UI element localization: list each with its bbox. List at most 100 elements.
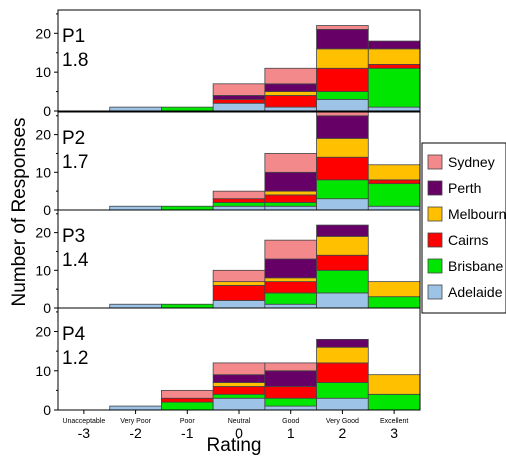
bar-p1-2-adelaide <box>316 98 369 112</box>
y-tick-label: 0 <box>43 202 51 218</box>
y-tick-label: 20 <box>35 25 51 41</box>
bar-p4-0-melbourne <box>212 382 266 387</box>
y-tick-label: 20 <box>35 127 51 143</box>
bar-p4-2-perth <box>316 338 369 348</box>
legend-swatch-perth <box>427 180 443 196</box>
x-category-value: -3 <box>78 425 91 441</box>
panel-value: 1.2 <box>62 348 88 369</box>
bar-p4--1-sydney <box>161 389 214 399</box>
panel-p3: 0 10 20 P3 1.4 <box>35 209 421 316</box>
x-axis-title: Rating <box>207 435 262 456</box>
bar-p4-0-perth <box>212 374 266 383</box>
panel-label: P1 <box>62 26 85 47</box>
panel-value: 1.8 <box>62 50 88 71</box>
legend-swatch-brisbane <box>427 258 443 274</box>
bar-p1-1-perth <box>264 83 317 92</box>
bar-p3-3-melbourne <box>367 281 421 298</box>
x-category-word: Excellent <box>380 418 408 425</box>
bar-p4-1-perth <box>264 370 317 387</box>
bar-p1-2-brisbane <box>316 91 369 100</box>
bar-p2-1-perth <box>264 171 317 192</box>
bar-p2-1-cairns <box>264 194 317 203</box>
x-category-value: 0 <box>235 425 243 441</box>
bar-p1-3-cairns <box>367 63 421 69</box>
panel-value: 1.7 <box>62 152 88 173</box>
bar-p2--1-brisbane <box>161 205 214 211</box>
x-category-value: 2 <box>339 425 347 441</box>
bar-p2-2-sydney <box>316 111 369 117</box>
bar-p4-1-cairns <box>264 386 317 399</box>
bar-p1-2-melbourne <box>316 48 369 69</box>
bar-p2-2-perth <box>316 115 369 139</box>
bar-p3-0-adelaide <box>212 300 266 309</box>
bar-p1-0-sydney <box>212 83 266 96</box>
bar-p1-3-melbourne <box>367 48 421 65</box>
y-tick-label: 10 <box>35 363 51 379</box>
bar-p3--1-brisbane <box>161 303 214 309</box>
bar-p4-3-brisbane <box>367 393 421 411</box>
bar-p2-3-cairns <box>367 179 421 185</box>
bar-p2-1-melbourne <box>264 190 317 196</box>
y-tick-label: 10 <box>35 64 51 80</box>
y-tick-label: 0 <box>43 402 51 418</box>
bar-p2-3-brisbane <box>367 183 421 207</box>
x-category-value: -2 <box>129 425 142 441</box>
bar-p4-2-adelaide <box>316 397 369 411</box>
bar-p4-0-adelaide <box>212 397 266 411</box>
bar-p1-3-perth <box>367 40 421 50</box>
y-axis-title: Number of Responses <box>9 117 30 306</box>
bar-p2-1-sydney <box>264 153 317 173</box>
panel-value: 1.4 <box>62 250 89 271</box>
bar-p1-0-adelaide <box>212 102 266 112</box>
y-tick-label: 0 <box>43 103 51 119</box>
bar-p4-1-brisbane <box>264 397 317 407</box>
bar-p2-1-adelaide <box>264 205 317 211</box>
bar-p2-0-adelaide <box>212 205 266 211</box>
legend-label-perth: Perth <box>448 180 481 196</box>
x-category-word: Poor <box>180 418 195 425</box>
y-tick-label: 10 <box>35 262 51 278</box>
bar-p2-3-melbourne <box>367 164 421 181</box>
x-category-value: 3 <box>390 425 398 441</box>
bar-p3-0-cairns <box>212 284 266 301</box>
bar-p1-1-cairns <box>264 95 317 108</box>
bar-p3-2-perth <box>316 224 369 237</box>
bar-p1-2-cairns <box>316 67 369 92</box>
bar-p3-1-perth <box>264 258 317 279</box>
bar-p2-0-cairns <box>212 198 266 203</box>
bar-p3-1-cairns <box>264 281 317 294</box>
bar-p4--1-cairns <box>161 397 214 403</box>
bar-p2-1-brisbane <box>264 202 317 207</box>
legend-label-brisbane: Brisbane <box>448 258 503 274</box>
x-category-value: -1 <box>181 425 194 441</box>
bar-p2-2-cairns <box>316 156 369 181</box>
bar-p3-2-cairns <box>316 254 369 271</box>
bar-p3-2-melbourne <box>316 235 369 256</box>
legend-swatch-melbourne <box>427 206 443 222</box>
bar-p1-2-perth <box>316 29 369 50</box>
legend-label-melbourne: Melbourne <box>448 206 506 222</box>
bar-p2-2-adelaide <box>316 198 369 211</box>
bar-p4-0-cairns <box>212 386 266 395</box>
bar-p4-0-sydney <box>212 362 266 376</box>
bar-p1--2-adelaide <box>109 106 162 112</box>
legend-swatch-adelaide <box>427 284 443 300</box>
bar-p4-2-melbourne <box>316 346 369 364</box>
y-tick-label: 0 <box>43 300 51 316</box>
x-category-word: Very Poor <box>120 418 151 425</box>
bar-p3-2-adelaide <box>316 292 369 309</box>
x-category-word: Neutral <box>228 418 251 425</box>
bar-p3-1-brisbane <box>264 292 317 305</box>
bar-p2-3-adelaide <box>367 205 421 211</box>
bar-p2-0-sydney <box>212 190 266 200</box>
bar-p3-1-melbourne <box>264 277 317 283</box>
bar-p3-1-sydney <box>264 239 317 260</box>
bar-p3-0-sydney <box>212 269 266 283</box>
bar-p4--1-brisbane <box>161 401 214 411</box>
bar-p4-1-sydney <box>264 362 317 372</box>
legend-label-cairns: Cairns <box>448 232 488 248</box>
bar-p1-3-adelaide <box>367 106 421 112</box>
bar-p1--1-brisbane <box>161 106 214 112</box>
